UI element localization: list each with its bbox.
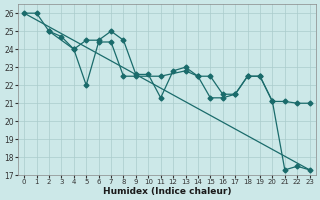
X-axis label: Humidex (Indice chaleur): Humidex (Indice chaleur) — [103, 187, 231, 196]
